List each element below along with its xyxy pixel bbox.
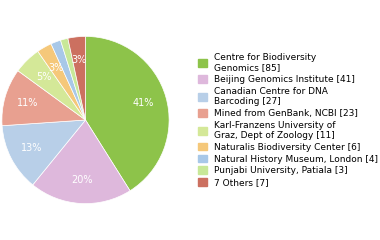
Text: 41%: 41%	[133, 98, 154, 108]
Wedge shape	[68, 36, 86, 120]
Text: 20%: 20%	[71, 175, 93, 185]
Wedge shape	[2, 120, 86, 185]
Wedge shape	[60, 38, 86, 120]
Text: 5%: 5%	[36, 72, 51, 82]
Wedge shape	[51, 40, 86, 120]
Text: 11%: 11%	[17, 98, 38, 108]
Wedge shape	[18, 51, 86, 120]
Text: 3%: 3%	[48, 63, 63, 73]
Text: 3%: 3%	[71, 55, 87, 65]
Wedge shape	[86, 36, 169, 191]
Legend: Centre for Biodiversity
Genomics [85], Beijing Genomics Institute [41], Canadian: Centre for Biodiversity Genomics [85], B…	[195, 49, 380, 191]
Wedge shape	[38, 44, 86, 120]
Wedge shape	[33, 120, 130, 204]
Text: 13%: 13%	[21, 143, 43, 153]
Wedge shape	[2, 71, 86, 126]
